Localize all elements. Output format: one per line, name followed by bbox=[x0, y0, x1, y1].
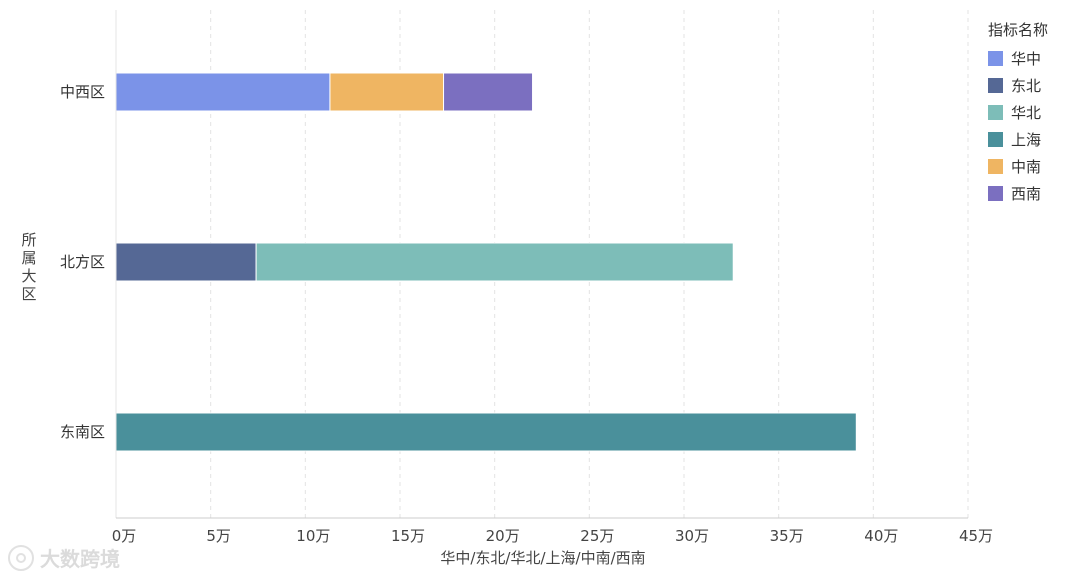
bar-segments bbox=[115, 72, 857, 452]
y-axis-title: 所属大区 bbox=[21, 231, 36, 303]
legend-label: 西南 bbox=[1011, 185, 1041, 203]
category-label: 东南区 bbox=[60, 423, 105, 441]
legend-item[interactable]: 中南 bbox=[988, 158, 1041, 176]
x-tick-label: 0万 bbox=[112, 527, 137, 545]
x-tick-label: 40万 bbox=[864, 527, 898, 545]
legend-item[interactable]: 华北 bbox=[988, 104, 1041, 122]
x-tick-label: 5万 bbox=[206, 527, 231, 545]
watermark: 大数跨境 bbox=[8, 543, 120, 572]
x-tick-label: 30万 bbox=[675, 527, 709, 545]
x-tick-label: 20万 bbox=[486, 527, 520, 545]
x-axis-title: 华中/东北/华北/上海/中南/西南 bbox=[440, 549, 645, 567]
axes bbox=[115, 10, 968, 519]
x-tick-label: 45万 bbox=[959, 527, 993, 545]
legend-swatch bbox=[988, 159, 1003, 174]
x-tick-label: 25万 bbox=[580, 527, 614, 545]
legend-label: 华北 bbox=[1011, 104, 1041, 122]
bar-华北[interactable] bbox=[255, 242, 734, 282]
legend-label: 东北 bbox=[1011, 77, 1041, 95]
bar-东北[interactable] bbox=[115, 242, 257, 282]
watermark-text: 大数跨境 bbox=[40, 547, 120, 571]
legend-item[interactable]: 东北 bbox=[988, 77, 1041, 95]
x-tick-labels: 0万 5万 10万 15万 20万 25万 30万 35万 40万 45万 bbox=[112, 527, 993, 545]
legend-swatch bbox=[988, 105, 1003, 120]
legend-swatch bbox=[988, 132, 1003, 147]
category-label: 北方区 bbox=[60, 253, 105, 271]
legend-label: 华中 bbox=[1011, 50, 1041, 68]
legend-item[interactable]: 上海 bbox=[988, 131, 1041, 149]
bar-华中[interactable] bbox=[115, 72, 331, 112]
legend-swatch bbox=[988, 51, 1003, 66]
legend-swatch bbox=[988, 78, 1003, 93]
logo-icon bbox=[8, 544, 34, 571]
bar-西南[interactable] bbox=[443, 72, 534, 112]
legend-title: 指标名称 bbox=[988, 21, 1048, 39]
bar-中南[interactable] bbox=[329, 72, 445, 112]
legend-label: 中南 bbox=[1011, 158, 1041, 176]
legend-label: 上海 bbox=[1011, 131, 1041, 149]
category-label: 中西区 bbox=[60, 83, 105, 101]
legend-item[interactable]: 华中 bbox=[988, 50, 1041, 68]
x-tick-label: 35万 bbox=[770, 527, 804, 545]
legend-swatch bbox=[988, 186, 1003, 201]
x-tick-label: 10万 bbox=[296, 527, 330, 545]
legend-item[interactable]: 西南 bbox=[988, 185, 1041, 203]
x-tick-label: 15万 bbox=[391, 527, 425, 545]
bar-上海[interactable] bbox=[115, 412, 857, 452]
